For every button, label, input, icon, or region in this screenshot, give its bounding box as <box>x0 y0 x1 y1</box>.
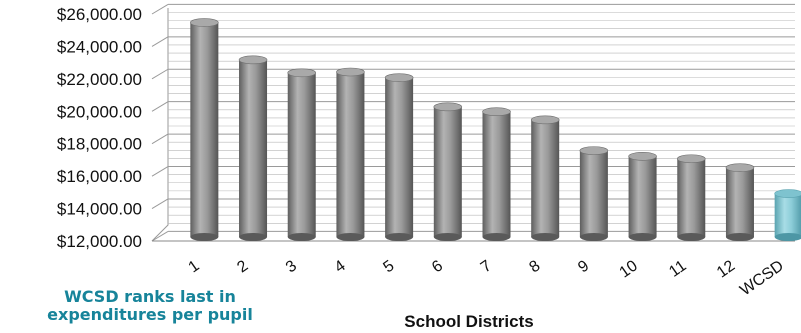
x-tick-label: 12 <box>714 257 738 281</box>
bar-district-12 <box>725 163 755 241</box>
ranking-callout: WCSD ranks last in expenditures per pupi… <box>0 288 300 324</box>
y-tick-label: $26,000.00 <box>57 5 142 24</box>
y-tick-label: $16,000.00 <box>57 167 142 186</box>
x-tick-label: 8 <box>526 257 543 276</box>
y-tick-label: $24,000.00 <box>57 37 142 56</box>
x-tick-label: 9 <box>575 257 592 276</box>
x-tick-label: 3 <box>283 257 300 276</box>
y-tick-label: $14,000.00 <box>57 200 142 219</box>
bar-district-6 <box>433 102 463 241</box>
callout-line-1: WCSD ranks last in <box>64 287 236 306</box>
x-tick-label: 10 <box>617 257 641 281</box>
bar-district-5 <box>384 73 414 241</box>
bar-district-1 <box>190 18 219 241</box>
bar-district-11 <box>676 154 706 241</box>
bars <box>190 18 801 241</box>
y-tick-label: $12,000.00 <box>57 232 142 251</box>
x-tick-label: 11 <box>666 257 689 281</box>
bar-district-7 <box>482 107 511 241</box>
x-tick-label: 6 <box>429 257 446 276</box>
x-tick-label-wcsd: WCSD <box>737 257 787 299</box>
y-tick-label: $18,000.00 <box>57 135 142 154</box>
bar-district-8 <box>530 115 560 241</box>
x-tick-label: 5 <box>380 257 397 276</box>
bar-district-2 <box>238 55 268 241</box>
bar-wcsd <box>774 189 801 241</box>
x-tick-label: 1 <box>186 257 203 276</box>
y-tick-label: $20,000.00 <box>57 102 142 121</box>
callout-line-2: expenditures per pupil <box>47 305 253 324</box>
x-tick-label: 4 <box>332 257 349 276</box>
y-tick-label: $22,000.00 <box>57 70 142 89</box>
bar-district-3 <box>287 68 317 241</box>
bar-district-9 <box>579 146 609 241</box>
bar-district-4 <box>336 67 365 241</box>
y-axis: $12,000.00 $14,000.00 $16,000.00 $18,000.00… <box>57 5 142 251</box>
x-axis-title: School Districts <box>404 312 533 331</box>
bar-district-10 <box>628 152 657 241</box>
x-tick-label: 7 <box>478 257 495 276</box>
x-tick-label: 2 <box>234 257 251 276</box>
